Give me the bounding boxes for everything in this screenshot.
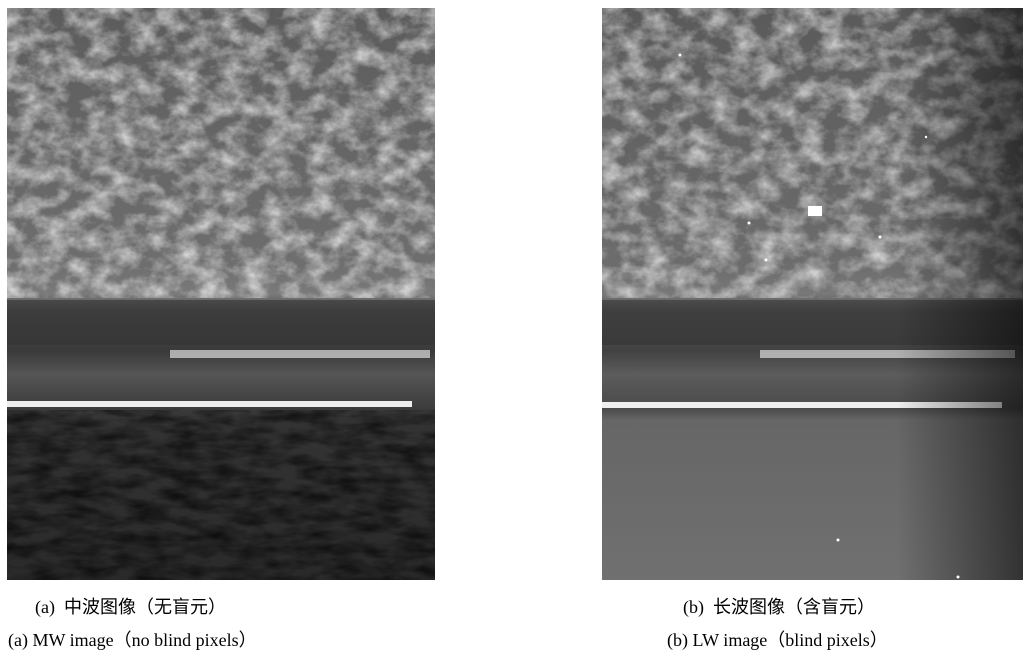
caption-zh: (a) 中波图像（无盲元）	[35, 596, 226, 618]
caption-zh: (b) 长波图像（含盲元）	[683, 596, 875, 618]
figure-images	[0, 0, 1025, 590]
image-lw	[602, 8, 1023, 580]
caption-en: (b) LW image（blind pixels）	[667, 629, 888, 651]
image-mw	[7, 8, 435, 580]
page: {"figures": [ {"caption_zh": "(a) 中波图像（无…	[0, 0, 1025, 662]
caption-en: (a) MW image（no blind pixels）	[8, 629, 257, 651]
